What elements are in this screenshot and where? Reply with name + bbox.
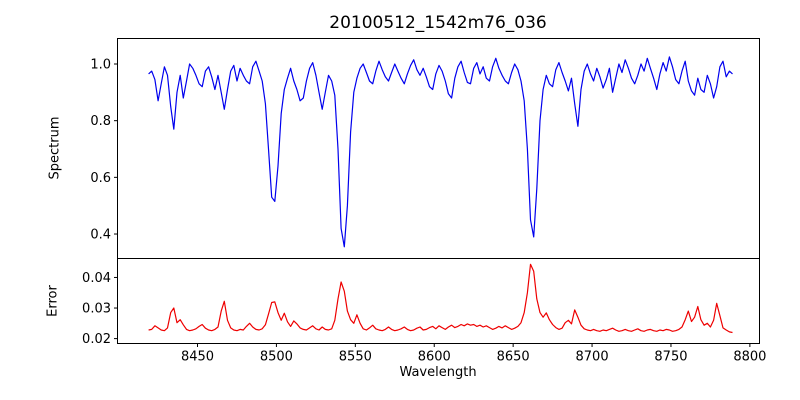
spectrum-panel-frame [117,38,760,259]
spectrum-line [148,56,733,248]
x-tick-label: 8600 [418,350,451,365]
y-axis-label-error: Error [45,285,61,317]
y-axis-label-spectrum: Spectrum [47,116,63,180]
x-tick-label: 8700 [576,350,609,365]
x-axis-label: Wavelength [399,365,477,380]
y-tick-label: 0.04 [82,271,111,286]
x-tick-label: 8750 [654,350,687,365]
x-tick-label: 8450 [181,350,214,365]
y-tick-label: 0.6 [90,171,111,186]
y-tick-label: 0.02 [82,332,111,347]
y-tick-label: 0.03 [82,302,111,317]
x-tick-label: 8550 [339,350,372,365]
x-tick-label: 8500 [260,350,293,365]
x-tick-label: 8650 [497,350,530,365]
chart-title: 20100512_1542m76_036 [329,13,547,33]
x-tick-label: 8800 [733,350,766,365]
y-tick-label: 0.8 [90,114,111,129]
y-tick-label: 0.4 [90,228,111,243]
error-panel-frame [117,258,760,344]
error-line [148,263,733,334]
y-tick-label: 1.0 [90,58,111,73]
